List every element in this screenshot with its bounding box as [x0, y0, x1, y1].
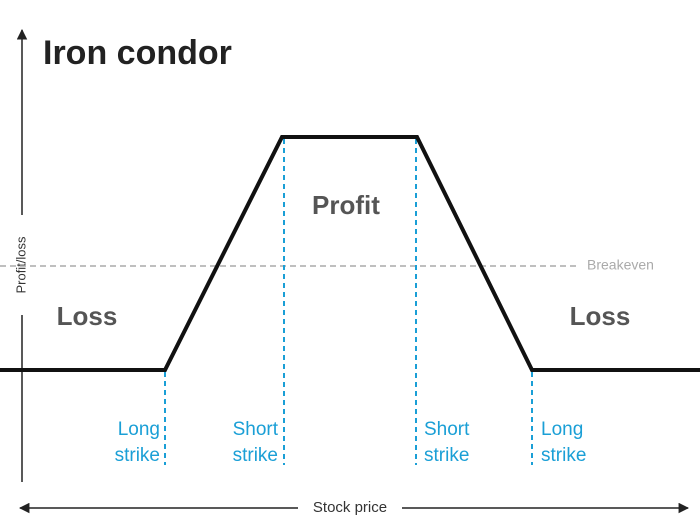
strike-label: strike [541, 445, 586, 466]
payoff-line [0, 135, 700, 372]
strike-label: Short [424, 419, 470, 440]
strike-label: Long [541, 419, 583, 440]
strike-label: Short [233, 419, 279, 440]
y-label-bg [14, 215, 30, 315]
strike-label: Long [118, 419, 160, 440]
y-axis-label: Profit/loss [13, 236, 28, 294]
loss-label: Loss [57, 301, 118, 331]
strike-label: strike [424, 445, 469, 466]
loss-label: Loss [570, 301, 631, 331]
title: Iron condor [43, 34, 232, 72]
strike-label: strike [115, 445, 160, 466]
strike-label: strike [233, 445, 278, 466]
x-axis-label: Stock price [313, 499, 387, 516]
x-label-bg [298, 498, 402, 518]
breakeven-label: Breakeven [587, 257, 654, 273]
profit-label: Profit [312, 190, 380, 220]
